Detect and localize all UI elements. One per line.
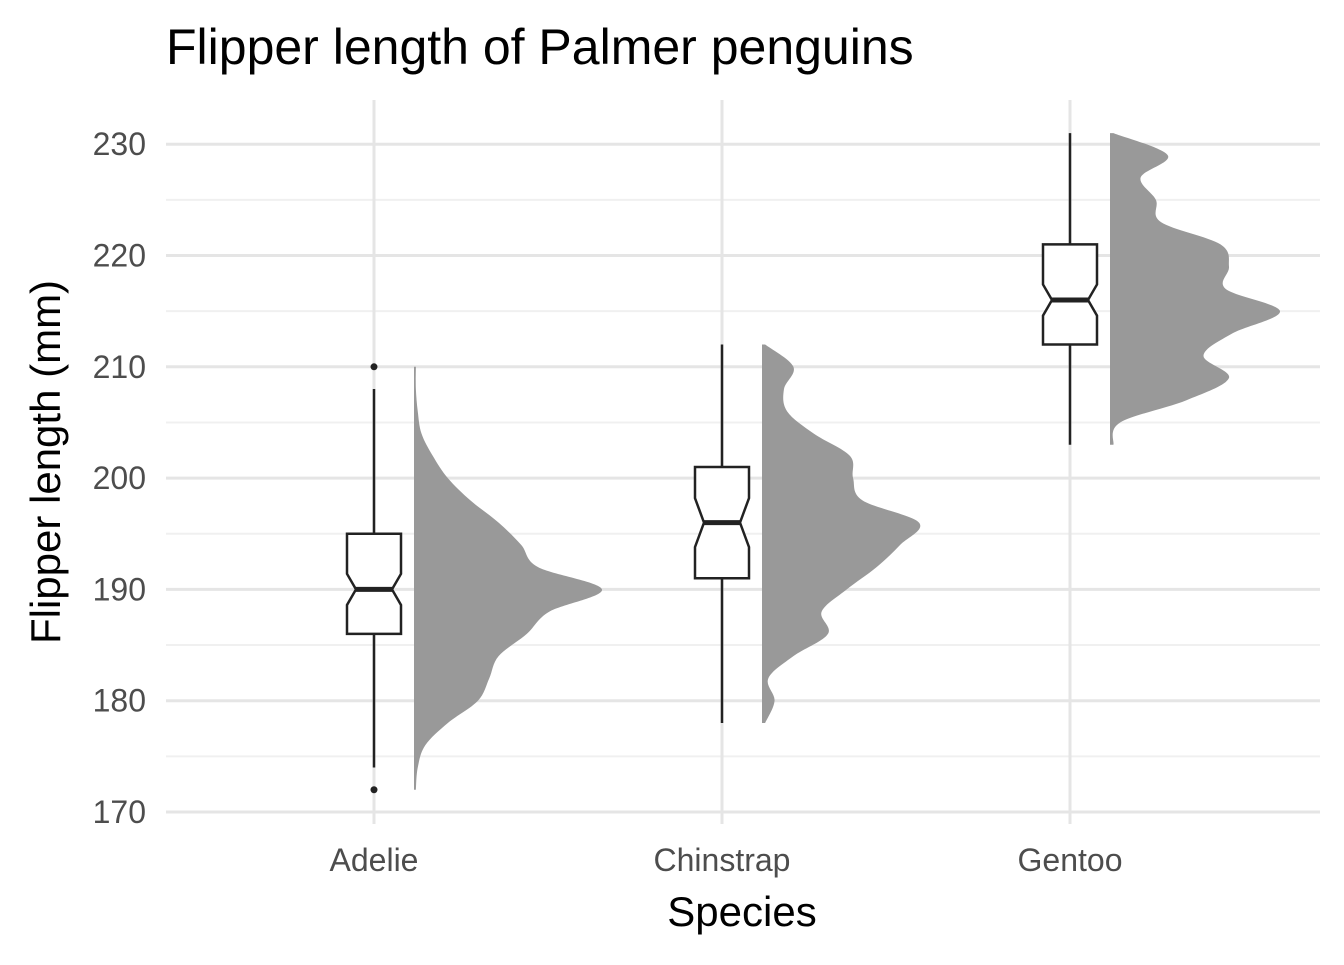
y-tick-label: 210 (93, 349, 146, 385)
box-body (1041, 243, 1099, 346)
y-tick-label: 170 (93, 794, 146, 830)
y-tick-label: 230 (93, 126, 146, 162)
violin-gentoo (1110, 133, 1281, 445)
y-tick-label: 220 (93, 238, 146, 274)
boxplot-gentoo (1041, 133, 1099, 445)
x-tick-label: Adelie (330, 842, 419, 878)
y-tick-label: 190 (93, 571, 146, 607)
y-axis-label: Flipper length (mm) (22, 280, 69, 644)
boxplot-chinstrap (693, 344, 751, 723)
x-axis-label: Species (667, 888, 816, 935)
x-tick-label: Chinstrap (654, 842, 791, 878)
y-tick-label: 200 (93, 460, 146, 496)
violin-adelie (414, 366, 603, 790)
outlier-point (370, 363, 378, 371)
tick-labels: 170 180 190 200 210 220 230 Adelie Chinstrap Gent… (93, 126, 1123, 878)
y-tick-label: 180 (93, 683, 146, 719)
x-tick-label: Gentoo (1018, 842, 1123, 878)
outlier-point (370, 786, 378, 794)
box-body (345, 532, 403, 636)
boxplot-adelie (345, 363, 403, 794)
chart-title: Flipper length of Palmer penguins (166, 19, 914, 75)
boxplots (345, 133, 1099, 794)
violin-chinstrap (762, 344, 921, 723)
violins (414, 133, 1281, 790)
